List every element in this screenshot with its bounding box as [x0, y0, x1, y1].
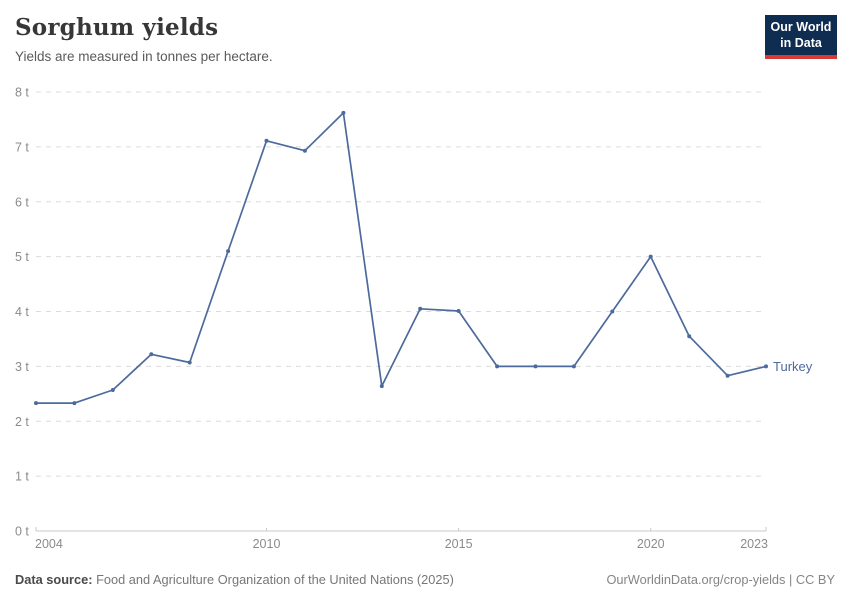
owid-logo[interactable]: Our World in Data	[765, 15, 837, 60]
x-tick-label: 2023	[740, 537, 768, 551]
owid-logo-line1: Our World	[770, 20, 832, 34]
x-tick-label: 2010	[253, 537, 281, 551]
data-point[interactable]	[379, 384, 384, 389]
data-point[interactable]	[110, 388, 115, 392]
x-tick-label: 2004	[35, 537, 63, 551]
y-tick-label: 7 t	[15, 140, 29, 154]
y-tick-label: 8 t	[15, 86, 29, 100]
y-tick-label: 3 t	[15, 360, 29, 374]
y-tick-label: 1 t	[15, 470, 29, 484]
data-point[interactable]	[34, 401, 38, 406]
chart-footer: Data source: Food and Agriculture Organi…	[15, 572, 835, 587]
data-point[interactable]	[648, 254, 653, 259]
y-tick-label: 4 t	[15, 305, 29, 319]
data-point[interactable]	[764, 364, 768, 369]
series-line-turkey[interactable]	[35, 112, 767, 404]
y-tick-label: 2 t	[15, 415, 29, 429]
data-point[interactable]	[725, 373, 730, 378]
chart-header: Sorghum yields Yields are measured in to…	[15, 14, 837, 64]
series-label[interactable]: Turkey	[773, 359, 813, 374]
x-tick-label: 2015	[445, 537, 473, 551]
owid-logo-line2: in Data	[780, 35, 822, 50]
data-point[interactable]	[610, 309, 615, 314]
data-point[interactable]	[149, 352, 154, 357]
data-point[interactable]	[226, 249, 231, 254]
chart-subtitle: Yields are measured in tonnes per hectar…	[15, 48, 273, 64]
attribution-link[interactable]: OurWorldinData.org/crop-yields | CC BY	[606, 572, 835, 587]
x-tick-label: 2020	[637, 537, 665, 551]
data-source-label: Data source:	[15, 572, 93, 587]
data-point[interactable]	[456, 309, 461, 313]
data-point[interactable]	[341, 110, 346, 115]
data-point[interactable]	[418, 306, 423, 311]
data-point[interactable]	[495, 364, 500, 369]
data-point[interactable]	[187, 360, 192, 365]
data-source: Data source: Food and Agriculture Organi…	[15, 572, 454, 587]
data-point[interactable]	[687, 334, 692, 339]
data-source-text: Food and Agriculture Organization of the…	[92, 572, 454, 587]
y-tick-label: 5 t	[15, 250, 29, 264]
data-point[interactable]	[72, 401, 77, 406]
y-tick-label: 0 t	[15, 525, 29, 539]
y-tick-label: 6 t	[15, 195, 29, 209]
data-point[interactable]	[533, 364, 538, 369]
page-title: Sorghum yields	[15, 14, 219, 41]
data-point[interactable]	[302, 148, 307, 153]
data-point[interactable]	[571, 364, 576, 369]
data-point[interactable]	[264, 138, 269, 143]
